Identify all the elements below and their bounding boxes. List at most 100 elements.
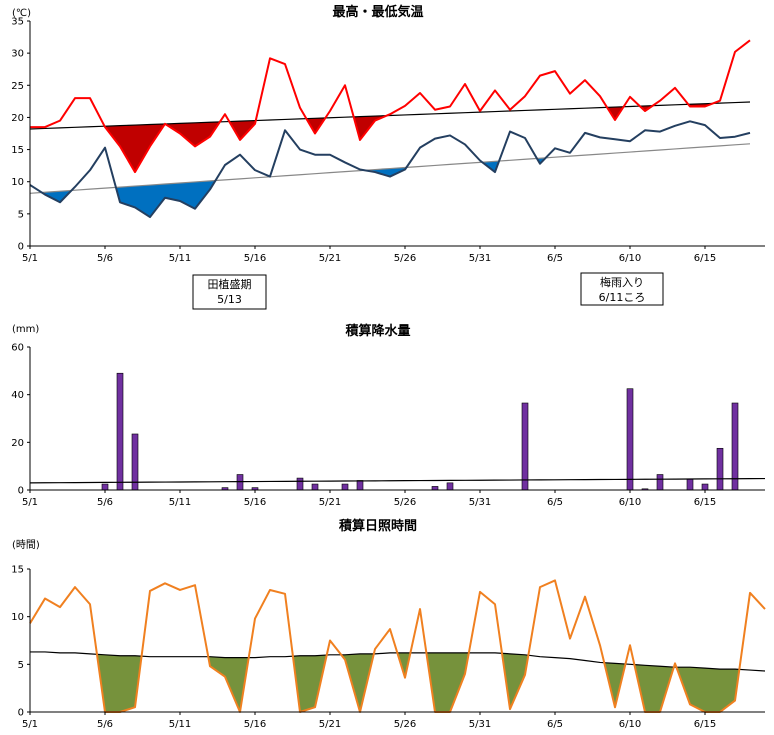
max-temp-below-normal-area (607, 106, 624, 120)
precipitation-x-tick-label: 5/6 (97, 497, 113, 508)
precipitation-bar (731, 402, 739, 491)
precipitation-bar (626, 388, 634, 491)
sunshine-below-normal-area (634, 664, 674, 712)
max-temp-below-normal-area (306, 117, 326, 134)
sunshine-y-tick-label: 5 (18, 660, 24, 671)
min-temp-below-normal-area (41, 190, 72, 203)
min-temp-below-normal-area (482, 161, 500, 173)
sunshine-x-tick-label: 6/10 (619, 719, 641, 730)
temperature-y-tick-label: 10 (11, 177, 24, 188)
precipitation-y-tick-label: 20 (11, 438, 24, 449)
precipitation-x-tick-label: 5/1 (22, 497, 38, 508)
annotation-rice-planting: 田植盛期 5/13 (192, 274, 267, 310)
sunshine-below-normal-area (676, 667, 740, 712)
temperature-x-tick-label: 6/5 (547, 253, 563, 264)
max-temp-below-normal-area (165, 121, 220, 147)
temperature-y-tick-label: 25 (11, 81, 24, 92)
sunshine-below-normal-area (397, 652, 411, 678)
precipitation-chart: 積算降水量 (mm) 0 20 40 60 5/1 5/6 5/11 5/16 5/21 5/2… (11, 323, 766, 508)
sunshine-below-normal-area (96, 654, 142, 712)
precipitation-chart-title: 積算降水量 (344, 323, 410, 339)
precipitation-x-tick-label: 6/5 (547, 497, 563, 508)
min-temp-normal-line (29, 143, 751, 194)
sunshine-below-normal-area (341, 653, 374, 712)
precipitation-x-tick-label: 6/10 (619, 497, 641, 508)
temperature-y-tick-label: 30 (11, 49, 24, 60)
temperature-x-tick-label: 5/26 (394, 253, 416, 264)
sunshine-y-tick-label: 15 (11, 565, 24, 576)
sunshine-x-tick-label: 5/21 (319, 719, 341, 730)
sunshine-unit-label: (時間) (12, 539, 40, 551)
precipitation-bar (521, 402, 529, 491)
precipitation-bar (341, 483, 349, 491)
precipitation-bar (356, 480, 364, 491)
temperature-x-tick-label: 6/15 (694, 253, 716, 264)
precipitation-x-tick-label: 5/26 (394, 497, 416, 508)
precipitation-bar (656, 474, 664, 491)
precipitation-y-tick-label: 60 (11, 343, 24, 354)
sunshine-y-tick-label: 10 (11, 612, 24, 623)
temperature-x-tick-label: 5/11 (169, 253, 191, 264)
precipitation-unit-label: (mm) (12, 324, 39, 335)
precipitation-x-tick-label: 5/11 (169, 497, 191, 508)
temperature-x-tick-label: 5/21 (319, 253, 341, 264)
temperature-y-tick-label: 15 (11, 145, 24, 156)
precipitation-bar (296, 477, 304, 491)
temperature-unit-label: (℃) (12, 8, 31, 19)
sunshine-x-tick-label: 5/26 (394, 719, 416, 730)
annotation-rainy-season-line2: 6/11ころ (599, 291, 646, 304)
precipitation-bar (716, 447, 724, 491)
temperature-x-tick-label: 5/6 (97, 253, 113, 264)
precipitation-y-tick-label: 40 (11, 390, 24, 401)
temperature-y-tick-label: 20 (11, 113, 24, 124)
annotation-rainy-season: 梅雨入り 6/11ころ (580, 272, 664, 306)
temperature-y-tick-label: 0 (18, 242, 24, 253)
sunshine-x-tick-label: 6/15 (694, 719, 716, 730)
sunshine-line (29, 579, 766, 713)
sunshine-below-normal-area (426, 652, 469, 712)
min-temp-line (29, 120, 751, 219)
max-temp-below-normal-area (104, 123, 165, 173)
sunshine-x-tick-label: 5/16 (244, 719, 266, 730)
precipitation-y-tick-label: 0 (18, 486, 24, 497)
precipitation-bar (446, 482, 454, 491)
precipitation-x-tick-label: 6/15 (694, 497, 716, 508)
precipitation-bar (131, 433, 139, 491)
sunshine-x-tick-label: 5/1 (22, 719, 38, 730)
temperature-chart: 最高・最低気温 (℃) 0 5 10 15 20 25 30 35 5/1 5/6 5/11 5/1… (11, 4, 765, 310)
precipitation-bar (701, 483, 709, 491)
max-temp-normal-line (29, 101, 751, 130)
temperature-x-tick-label: 5/1 (22, 253, 38, 264)
temperature-y-tick-label: 35 (11, 17, 24, 28)
precipitation-bar (686, 478, 694, 491)
precipitation-x-tick-label: 5/31 (469, 497, 491, 508)
sunshine-below-normal-area (292, 655, 327, 712)
precipitation-bar (101, 483, 109, 491)
sunshine-y-tick-label: 0 (18, 708, 24, 719)
temperature-x-tick-label: 5/16 (244, 253, 266, 264)
precipitation-x-tick-label: 5/21 (319, 497, 341, 508)
sunshine-x-tick-label: 5/31 (469, 719, 491, 730)
temperature-x-tick-label: 6/10 (619, 253, 641, 264)
annotation-rice-planting-line2: 5/13 (217, 293, 242, 306)
precipitation-bar (116, 372, 124, 491)
sunshine-chart: 積算日照時間 (時間) 0 5 10 15 5/1 5/6 5/11 5/16 5/21 5/2… (11, 518, 766, 730)
annotation-rainy-season-line1: 梅雨入り (600, 275, 644, 289)
max-temp-below-normal-area (229, 120, 256, 140)
precipitation-x-tick-label: 5/16 (244, 497, 266, 508)
precipitation-normal-line (29, 477, 766, 484)
sunshine-below-normal-area (604, 662, 626, 708)
max-temp-line (30, 39, 751, 174)
max-temp-below-normal-area (353, 115, 387, 140)
sunshine-x-tick-label: 5/6 (97, 719, 113, 730)
min-temp-below-normal-area (115, 180, 216, 218)
sunshine-x-tick-label: 5/11 (169, 719, 191, 730)
annotation-rice-planting-line1: 田植盛期 (208, 277, 252, 291)
precipitation-bar (431, 486, 439, 491)
temperature-y-tick-label: 5 (18, 209, 24, 220)
sunshine-x-tick-label: 6/5 (547, 719, 563, 730)
sunshine-chart-title: 積算日照時間 (338, 518, 417, 534)
temperature-chart-title: 最高・最低気温 (332, 4, 423, 20)
precipitation-bar (311, 483, 319, 491)
